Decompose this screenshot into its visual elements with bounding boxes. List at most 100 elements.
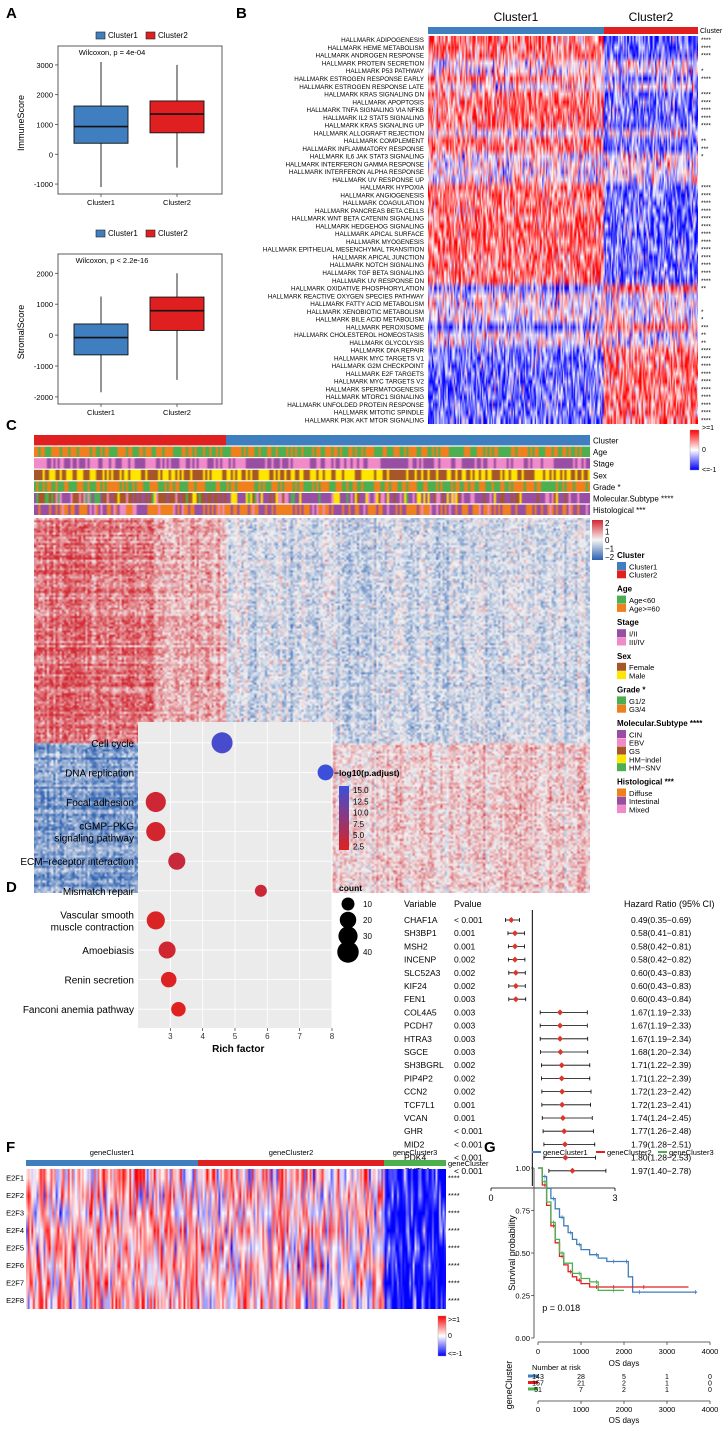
ssgsea-heatmap [428, 36, 698, 424]
pvalue-label: 0.001 [454, 928, 476, 938]
legend-swatch [617, 603, 626, 612]
pvalue-label: 0.001 [454, 1100, 476, 1110]
plot-frame [57, 45, 223, 195]
legend-swatch-cluster1 [95, 229, 106, 238]
legend-label-cluster1: Cluster1 [108, 229, 138, 238]
x-tick-label: 4 [200, 1032, 205, 1041]
gene-label: E2F8 [6, 1296, 24, 1305]
pathway-label: HALLMARK APICAL JUNCTION [333, 254, 425, 261]
legend-swatch [617, 738, 626, 747]
genecluster1-header: geneCluster1 [90, 1148, 135, 1157]
x-tick-label: 5 [233, 1032, 238, 1041]
size-legend-label: 10 [363, 900, 372, 909]
pvalue-label: 0.002 [454, 1073, 476, 1083]
track-cluster2 [34, 435, 226, 446]
significance-label: **** [701, 45, 711, 52]
significance-label: ** [701, 332, 706, 339]
track-cluster1 [226, 435, 590, 446]
pvalue-label: < 0.001 [454, 1153, 483, 1163]
track-5 [34, 481, 590, 492]
gene-label: E2F5 [6, 1243, 24, 1252]
y-tick-label: 1.00 [515, 1164, 530, 1173]
y-tick-label: 3000 [36, 61, 53, 70]
p-value-label: Wilcoxon, p < 2.2e-16 [76, 256, 149, 265]
pathway-label: HALLMARK PROTEIN SECRETION [322, 60, 425, 67]
panel-c: Cluster Age Stage Sex Grade * Molecular.Subty… [34, 435, 703, 893]
legend-swatch [617, 562, 626, 570]
hr-text: 1.67(1.19−2.33) [631, 1021, 691, 1031]
risk-cell: 1 [665, 1374, 669, 1381]
pathway-label: HALLMARK WNT BETA CATENIN SIGNALING [292, 216, 424, 223]
pvalue-label: 0.003 [454, 1034, 476, 1044]
category-label: Amoebiasis [82, 946, 134, 957]
significance-label: **** [701, 348, 711, 355]
variable-label: PCDH7 [404, 1021, 433, 1031]
risk-cell: 28 [577, 1374, 585, 1381]
track-label: Cluster [593, 437, 619, 446]
risk-table-ylabel: geneCluster [504, 1361, 514, 1410]
legend-swatch [617, 570, 626, 579]
y-axis-label: ImmuneScore [16, 95, 26, 151]
significance-label: **** [701, 410, 711, 417]
hr-point [557, 1035, 564, 1042]
hr-point [511, 956, 518, 963]
pathway-label: HALLMARK GLYCOLYSIS [349, 340, 424, 347]
plot-frame [57, 253, 223, 405]
x-axis-label: OS days [609, 1359, 640, 1368]
scale-tick-label: −1 [605, 545, 615, 554]
pathway-label: HALLMARK EPITHELIAL MESENCHYMAL TRANSITI… [263, 247, 425, 254]
hr-text: 1.72(1.23−2.42) [631, 1087, 691, 1097]
significance-label: **** [701, 278, 711, 285]
track-2 [34, 446, 590, 457]
y-tick-label: 0.25 [515, 1292, 530, 1301]
hr-point [562, 1154, 569, 1161]
legend-swatch-cluster2 [145, 31, 156, 40]
significance-label: *** [701, 146, 709, 153]
pathway-label: HALLMARK TNFA SIGNALING VIA NFKB [307, 107, 424, 114]
track-label: Molecular.Subtype **** [593, 495, 674, 504]
pathway-label: HALLMARK HYPOXIA [360, 185, 424, 192]
size-legend-label: 20 [363, 916, 372, 925]
panel-a: Cluster1 Cluster2 -1000 0 1000 2000 3000 Immune… [16, 31, 223, 417]
hr-point [512, 996, 519, 1003]
variable-label: CHAF1A [404, 915, 438, 925]
pathway-label: HALLMARK COAGULATION [343, 200, 425, 207]
gene-label: E2F4 [6, 1226, 24, 1235]
pathway-label: HALLMARK KRAS SIGNALING DN [324, 92, 424, 99]
e2f-heatmap [26, 1169, 446, 1309]
x-tick-label: Cluster2 [163, 408, 191, 417]
legend-swatch [617, 730, 626, 738]
legend-item-label: Intestinal [629, 797, 660, 806]
panel-letter: D [6, 879, 17, 896]
boxplot-2: Cluster1 Cluster2 -2000 -1000 0 1000 2000 Strom… [16, 229, 223, 417]
km-curve-3 [538, 1167, 624, 1292]
legend-swatch-cluster1 [95, 31, 106, 40]
significance-label: ** [701, 286, 706, 293]
significance-label: **** [701, 363, 711, 370]
pathway-label: HALLMARK FATTY ACID METABOLISM [310, 301, 424, 308]
significance-label: **** [701, 417, 711, 424]
significance-label: **** [448, 1261, 460, 1270]
legend-label-cluster2: Cluster2 [158, 31, 188, 40]
pathway-label: HALLMARK SPERMATOGENESIS [326, 386, 424, 393]
hr-text: 1.72(1.23−2.41) [631, 1100, 691, 1110]
risk-row-swatch [528, 1381, 538, 1384]
size-legend-dot [339, 911, 357, 929]
size-legend-label: 40 [363, 948, 372, 957]
color-legend-tick: 10.0 [353, 809, 369, 818]
hr-text: 0.49(0.35−0.69) [631, 915, 691, 925]
significance-label: **** [701, 231, 711, 238]
x-tick-label: 3000 [659, 1347, 676, 1356]
y-tick-label: -1000 [34, 362, 53, 371]
risk-x-tick-label: 1000 [573, 1405, 590, 1414]
pathway-label: HALLMARK ESTROGEN RESPONSE LATE [299, 84, 424, 91]
y-tick-label: 1000 [36, 300, 53, 309]
panel-e: Variable Pvalue Hazard Ratio (95% CI) 0 3 CHA… [404, 899, 715, 1203]
risk-cell: 51 [534, 1387, 542, 1394]
x-tick-label: 7 [297, 1032, 302, 1041]
dot-3 [145, 791, 166, 813]
legend-item-label: G3/4 [629, 705, 645, 714]
significance-label: **** [448, 1226, 460, 1235]
color-legend-tick: 7.5 [353, 820, 365, 829]
risk-cell: 21 [577, 1381, 585, 1388]
